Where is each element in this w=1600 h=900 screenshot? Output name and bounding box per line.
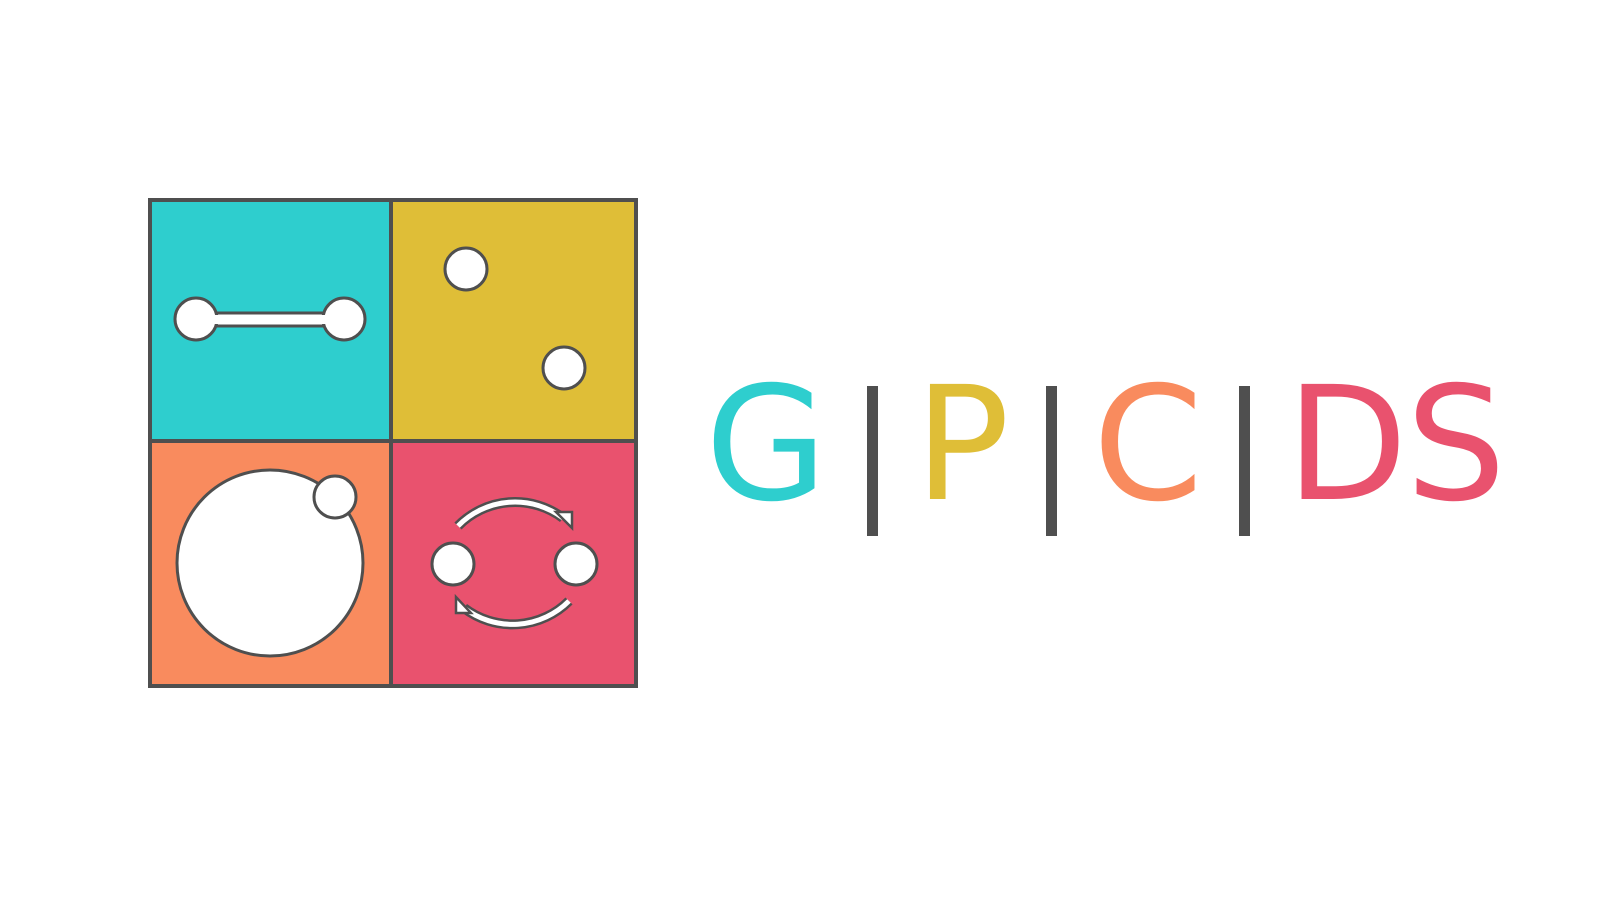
wordmark-letter-p: P	[914, 353, 1010, 537]
wordmark-separator	[1239, 386, 1251, 536]
scattered-nodes-icon	[443, 246, 587, 391]
wordmark-letter-c: C	[1092, 353, 1204, 537]
wordmark-letter-s: S	[1405, 353, 1507, 537]
wordmark-letter-d: D	[1286, 353, 1408, 537]
wordmark-separator	[1045, 386, 1057, 536]
wordmark-separator	[867, 386, 879, 536]
quadrant-bottom-right	[389, 439, 638, 688]
cycle-arrows-icon	[430, 497, 599, 630]
orbiting-node-icon	[175, 468, 365, 658]
connected-nodes-icon	[173, 296, 367, 342]
wordmark: G P C D S	[705, 353, 1507, 537]
quadrant-top-right	[389, 198, 638, 443]
wordmark-letter-g: G	[705, 353, 828, 537]
